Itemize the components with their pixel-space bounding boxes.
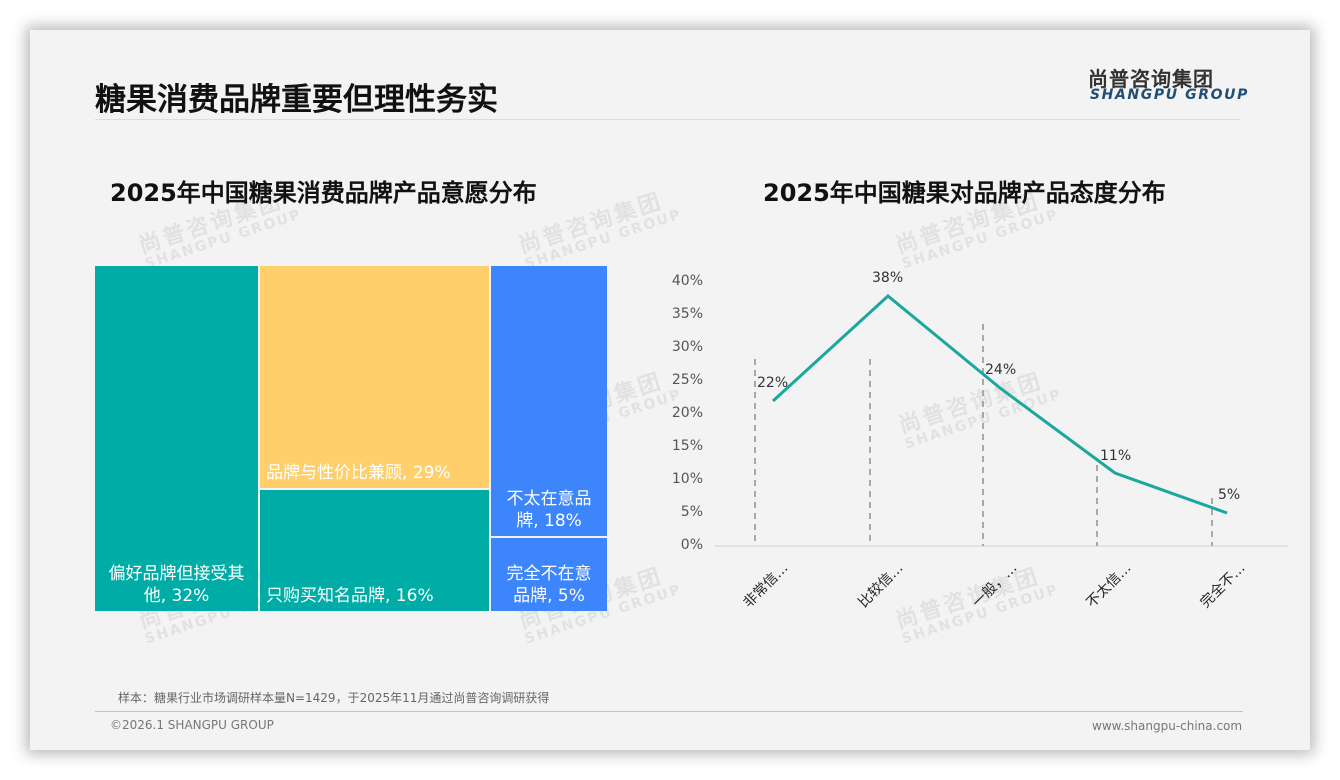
logo-chinese: 尚普咨询集团 — [1088, 67, 1214, 91]
page-title: 糖果消费品牌重要但理性务实 — [95, 82, 498, 118]
line-chart-title: 2025年中国糖果对品牌产品态度分布 — [763, 179, 1166, 207]
y-tick: 0% — [680, 537, 703, 553]
point-label: 5% — [1218, 487, 1241, 503]
logo-english: SHANGPU GROUP — [1090, 87, 1249, 103]
y-tick: 25% — [671, 372, 703, 388]
line-chart-plot — [715, 294, 1288, 547]
data-line — [771, 294, 1228, 515]
copyright: ©2026.1 SHANGPU GROUP — [110, 718, 274, 732]
treemap-cell-prefer-brand[interactable]: 偏好品牌但接受其 他, 32% — [95, 266, 258, 611]
treemap-cell-famous-only[interactable]: 只购买知名品牌, 16% — [260, 490, 489, 611]
y-tick: 5% — [680, 504, 703, 520]
website-link[interactable]: www.shangpu-china.com — [1092, 719, 1243, 733]
y-tick: 30% — [671, 339, 703, 355]
title-divider — [95, 119, 1240, 120]
point-label: 24% — [985, 362, 1017, 378]
y-tick: 35% — [671, 306, 703, 322]
y-tick: 10% — [671, 471, 703, 487]
point-label: 38% — [872, 270, 904, 286]
point-label: 22% — [757, 375, 789, 391]
y-tick: 40% — [671, 273, 703, 289]
point-label: 11% — [1100, 448, 1132, 464]
sample-footnote: 样本：糖果行业市场调研样本量N=1429，于2025年11月通过尚普咨询调研获得 — [118, 691, 550, 705]
slide: 糖果消费品牌重要但理性务实 尚普咨询集团 SHANGPU GROUP 尚普咨询集… — [30, 30, 1310, 750]
drop-lines — [754, 324, 1213, 546]
treemap-cell-not-care-at-all[interactable]: 完全不在意 品牌, 5% — [491, 538, 607, 611]
y-tick: 20% — [671, 405, 703, 421]
treemap-title: 2025年中国糖果消费品牌产品意愿分布 — [110, 179, 537, 207]
treemap-cell-not-care-much[interactable]: 不太在意品 牌, 18% — [491, 266, 607, 536]
footer-divider — [95, 711, 1243, 712]
y-tick: 15% — [671, 438, 703, 454]
treemap-cell-brand-and-value[interactable]: 品牌与性价比兼顾, 29% — [260, 266, 489, 488]
